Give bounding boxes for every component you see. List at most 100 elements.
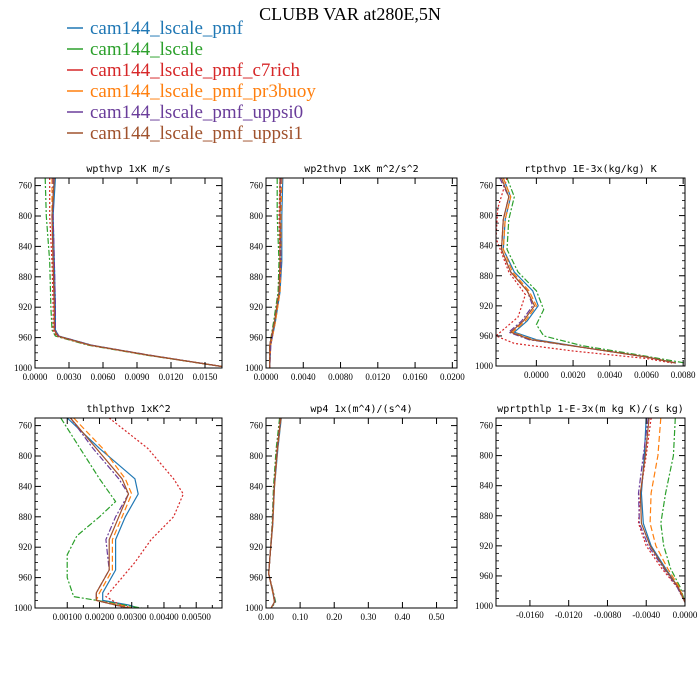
x-tick-label: -0.0120 [555, 610, 583, 620]
y-tick-label: 960 [250, 333, 264, 343]
panel-title: wpthvp 1xK m/s [86, 164, 170, 175]
y-tick-label: 920 [480, 301, 494, 311]
series-line [502, 178, 676, 364]
y-tick-label: 760 [19, 421, 33, 431]
x-tick-label: 0.00400 [149, 612, 179, 622]
y-tick-label: 920 [250, 302, 264, 312]
y-tick-label: 880 [19, 512, 33, 522]
legend-label: cam144_lscale_pmf_uppsi1 [90, 123, 303, 144]
y-tick-label: 960 [250, 573, 264, 583]
y-tick-label: 800 [250, 211, 264, 221]
y-tick-label: 920 [250, 542, 264, 552]
y-tick-label: 760 [19, 181, 33, 191]
series-line [649, 418, 685, 603]
series-line [268, 418, 282, 608]
x-tick-label: 0.0030 [57, 372, 82, 382]
series-line [44, 178, 222, 368]
x-tick-label: 0.0120 [159, 372, 184, 382]
x-tick-label: -0.0040 [632, 610, 660, 620]
legend-label: cam144_lscale_pmf_uppsi0 [90, 102, 303, 123]
y-tick-label: 800 [480, 211, 494, 221]
x-tick-label: 0.20 [326, 612, 342, 622]
series-line [637, 418, 685, 603]
x-tick-label: 0.00 [258, 612, 274, 622]
legend-label: cam144_lscale_pmf_c7rich [90, 60, 300, 81]
panel-frame [34, 177, 223, 369]
series-line [660, 418, 685, 603]
x-tick-label: 0.0160 [403, 372, 428, 382]
y-tick-label: 880 [19, 272, 33, 282]
series-line [506, 178, 685, 364]
x-tick-label: 0.0000 [23, 372, 48, 382]
panel: wp4 1x(m^4)/(s^4)76080084088092096010000… [245, 404, 458, 622]
series-line [269, 178, 284, 368]
panel-title: wp4 1x(m^4)/(s^4) [310, 404, 412, 415]
series-line [269, 178, 283, 368]
y-tick-label: 920 [19, 302, 33, 312]
legend-entry: cam144_lscale_pmf_pr3buoy [67, 81, 316, 102]
legend: cam144_lscale_pmfcam144_lscalecam144_lsc… [67, 18, 316, 144]
panels: wpthvp 1xK m/s76080084088092096010000.00… [14, 164, 698, 622]
legend-entry: cam144_lscale_pmf_uppsi0 [67, 102, 303, 123]
y-tick-label: 880 [250, 272, 264, 282]
y-tick-label: 1000 [245, 363, 264, 373]
series-group [496, 178, 685, 364]
x-tick-label: 0.10 [292, 612, 308, 622]
series-line [637, 418, 685, 603]
x-tick-label: 0.00200 [85, 612, 115, 622]
series-line [269, 178, 280, 368]
series-line [52, 178, 222, 368]
y-tick-label: 840 [19, 241, 33, 251]
legend-entry: cam144_lscale_pmf [67, 18, 244, 39]
y-tick-label: 880 [480, 271, 494, 281]
y-tick-label: 800 [250, 451, 264, 461]
y-tick-label: 1000 [14, 603, 33, 613]
panel-frame [495, 177, 686, 367]
y-tick-label: 840 [19, 481, 33, 491]
legend-label: cam144_lscale_pmf_pr3buoy [90, 81, 316, 102]
y-tick-label: 880 [480, 511, 494, 521]
x-tick-label: 0.0040 [597, 370, 622, 380]
x-tick-label: 0.0080 [328, 372, 353, 382]
panel-frame [265, 417, 458, 609]
series-line [496, 178, 673, 364]
series-line [66, 418, 139, 608]
panel-frame [34, 417, 223, 609]
panel: wpthvp 1xK m/s76080084088092096010000.00… [14, 164, 223, 382]
x-tick-label: 0.0120 [365, 372, 390, 382]
y-tick-label: 760 [480, 421, 494, 431]
y-tick-label: 920 [480, 541, 494, 551]
panel: rtpthvp 1E-3x(kg/kg) K 760 800 840 880 920 960… [475, 164, 696, 380]
x-tick-label: 0.40 [395, 612, 411, 622]
series-line [70, 418, 130, 608]
x-tick-label: -0.0160 [516, 610, 544, 620]
y-tick-label: 1000 [14, 363, 33, 373]
figure-title: CLUBB VAR at280E,5N [259, 4, 441, 24]
legend-label: cam144_lscale [90, 39, 203, 60]
series-group [60, 418, 184, 608]
y-tick-label: 920 [19, 542, 33, 552]
y-tick-label: 960 [480, 571, 494, 581]
panel-title: rtpthvp 1E-3x(kg/kg) K [524, 164, 656, 175]
y-tick-label: 840 [250, 481, 264, 491]
panel: thlpthvp 1xK^2 760 800 840 880 920 960 1000 0.00… [14, 404, 223, 622]
series-line [49, 178, 222, 368]
x-tick-label: 0.00500 [182, 612, 212, 622]
x-tick-label: 0.0150 [193, 372, 218, 382]
y-tick-label: 840 [480, 241, 494, 251]
y-tick-label: 840 [480, 481, 494, 491]
series-group [268, 418, 282, 608]
series-group [269, 178, 284, 368]
panel-title: thlpthvp 1xK^2 [86, 404, 170, 415]
x-tick-label: 0.0080 [671, 370, 696, 380]
x-tick-label: 0.0000 [673, 610, 698, 620]
x-tick-label: 0.0200 [440, 372, 465, 382]
y-tick-label: 760 [250, 181, 264, 191]
x-tick-label: 0.50 [429, 612, 445, 622]
series-line [639, 418, 685, 603]
legend-entry: cam144_lscale_pmf_uppsi1 [67, 123, 303, 144]
series-line [51, 178, 222, 368]
series-line [269, 178, 281, 368]
panel-frame [265, 177, 458, 369]
